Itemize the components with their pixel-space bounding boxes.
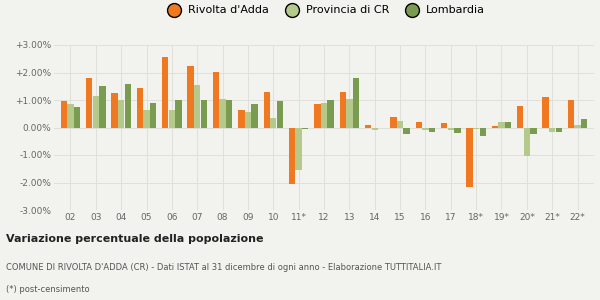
Bar — [556, 128, 562, 132]
Bar — [466, 128, 473, 187]
Bar — [574, 125, 581, 128]
Bar — [226, 100, 232, 128]
Bar — [238, 110, 245, 128]
Bar — [346, 99, 353, 128]
Bar — [441, 123, 448, 128]
Bar — [251, 104, 258, 128]
Bar — [397, 121, 403, 128]
Bar — [137, 88, 143, 128]
Bar — [353, 78, 359, 128]
Bar — [549, 128, 556, 132]
Bar — [150, 103, 156, 128]
Bar — [416, 122, 422, 128]
Bar — [200, 100, 207, 128]
Bar — [542, 97, 549, 128]
Bar — [568, 100, 574, 128]
Bar — [302, 128, 308, 129]
Bar — [365, 125, 371, 128]
Bar — [74, 107, 80, 128]
Bar — [112, 93, 118, 128]
Text: (*) post-censimento: (*) post-censimento — [6, 286, 89, 295]
Bar — [245, 112, 251, 128]
Bar — [403, 128, 410, 134]
Bar — [581, 119, 587, 128]
Bar — [321, 103, 327, 128]
Bar — [92, 96, 99, 128]
Bar — [492, 126, 498, 128]
Bar — [429, 128, 435, 132]
Bar — [422, 128, 428, 130]
Bar — [118, 100, 124, 128]
Bar — [187, 66, 194, 128]
Bar — [390, 116, 397, 128]
Bar — [479, 128, 486, 136]
Bar — [194, 85, 200, 128]
Text: Variazione percentuale della popolazione: Variazione percentuale della popolazione — [6, 233, 263, 244]
Bar — [371, 128, 378, 130]
Bar — [67, 104, 74, 128]
Bar — [169, 110, 175, 128]
Bar — [99, 86, 106, 128]
Bar — [270, 118, 277, 128]
Bar — [263, 92, 270, 128]
Bar — [517, 106, 523, 128]
Bar — [213, 72, 219, 128]
Legend: Rivolta d'Adda, Provincia di CR, Lombardia: Rivolta d'Adda, Provincia di CR, Lombard… — [158, 1, 490, 20]
Bar — [220, 99, 226, 128]
Bar — [61, 101, 67, 128]
Bar — [277, 101, 283, 128]
Bar — [175, 100, 182, 128]
Bar — [530, 128, 536, 134]
Bar — [86, 78, 92, 128]
Bar — [125, 83, 131, 128]
Bar — [505, 122, 511, 128]
Bar — [314, 104, 320, 128]
Bar — [143, 110, 150, 128]
Text: COMUNE DI RIVOLTA D'ADDA (CR) - Dati ISTAT al 31 dicembre di ogni anno - Elabora: COMUNE DI RIVOLTA D'ADDA (CR) - Dati IST… — [6, 263, 442, 272]
Bar — [524, 128, 530, 156]
Bar — [328, 100, 334, 128]
Bar — [498, 122, 505, 128]
Bar — [289, 128, 295, 184]
Bar — [454, 128, 461, 133]
Bar — [295, 128, 302, 170]
Bar — [340, 92, 346, 128]
Bar — [448, 128, 454, 130]
Bar — [162, 57, 169, 128]
Bar — [473, 128, 479, 129]
